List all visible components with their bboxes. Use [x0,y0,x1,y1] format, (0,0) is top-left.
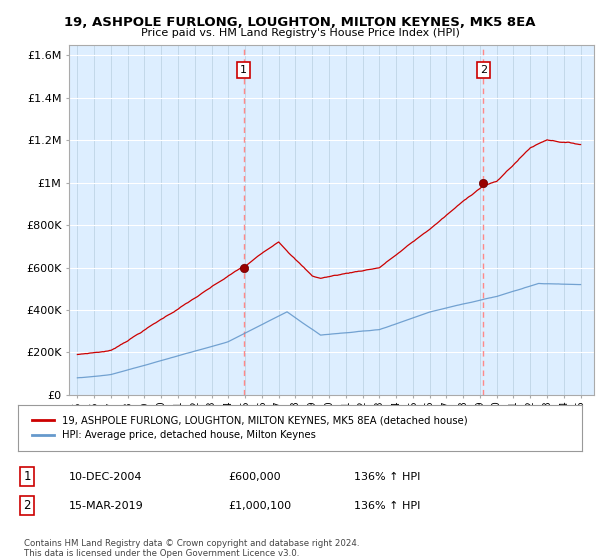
Text: 15-MAR-2019: 15-MAR-2019 [69,501,144,511]
Legend: 19, ASHPOLE FURLONG, LOUGHTON, MILTON KEYNES, MK5 8EA (detached house), HPI: Ave: 19, ASHPOLE FURLONG, LOUGHTON, MILTON KE… [26,409,473,446]
Text: Contains HM Land Registry data © Crown copyright and database right 2024.
This d: Contains HM Land Registry data © Crown c… [24,539,359,558]
Text: 19, ASHPOLE FURLONG, LOUGHTON, MILTON KEYNES, MK5 8EA: 19, ASHPOLE FURLONG, LOUGHTON, MILTON KE… [64,16,536,29]
Text: 1: 1 [240,66,247,75]
Text: £600,000: £600,000 [228,472,281,482]
Text: 10-DEC-2004: 10-DEC-2004 [69,472,143,482]
Text: 1: 1 [23,470,31,483]
Text: 136% ↑ HPI: 136% ↑ HPI [354,472,421,482]
Text: 2: 2 [480,66,487,75]
Text: 2: 2 [23,499,31,512]
Text: Price paid vs. HM Land Registry's House Price Index (HPI): Price paid vs. HM Land Registry's House … [140,28,460,38]
Text: 136% ↑ HPI: 136% ↑ HPI [354,501,421,511]
Text: £1,000,100: £1,000,100 [228,501,291,511]
